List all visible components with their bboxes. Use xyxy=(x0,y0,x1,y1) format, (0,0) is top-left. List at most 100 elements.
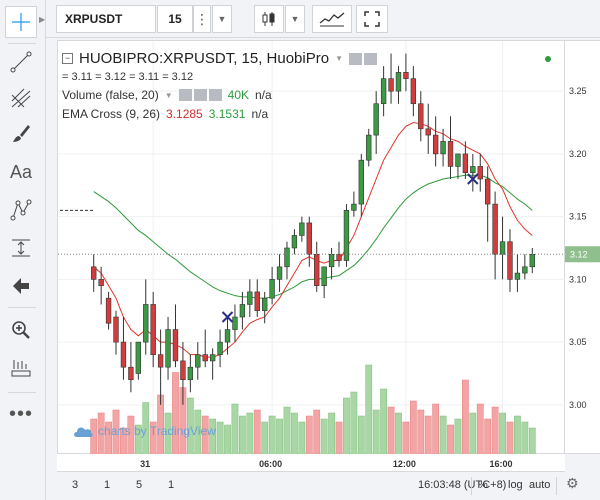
cursor-menu-arrow-icon[interactable]: ▶ xyxy=(39,15,46,24)
close-icon[interactable] xyxy=(208,89,222,101)
volume-bar xyxy=(372,409,380,455)
volume-bar xyxy=(246,412,254,455)
volume-bar xyxy=(469,412,477,455)
tradingview-watermark[interactable]: charts by TradingView xyxy=(72,424,216,438)
volume-bar xyxy=(105,421,112,455)
interval-more-icon[interactable]: ⋮ xyxy=(193,5,211,33)
time-axis[interactable]: 31 06:00 12:00 16:00 xyxy=(57,454,565,472)
settings-icon[interactable] xyxy=(193,89,207,101)
candle-body xyxy=(232,316,238,330)
candle-body xyxy=(358,159,364,205)
percent-toggle[interactable]: % xyxy=(478,479,488,491)
volume-bar xyxy=(291,412,298,455)
crosshair-tool[interactable] xyxy=(5,6,37,38)
zoom-in-tool[interactable] xyxy=(5,314,37,346)
measure-icon xyxy=(12,239,30,257)
series-menu-icon[interactable]: ▼ xyxy=(335,54,343,63)
candle-body xyxy=(395,72,402,92)
candle-body xyxy=(410,78,417,105)
series-actions[interactable] xyxy=(349,52,377,65)
collapse-legend-icon[interactable]: − xyxy=(62,53,73,64)
volume-bar xyxy=(402,421,410,455)
volume-bar xyxy=(395,412,402,455)
back-tool[interactable] xyxy=(5,270,37,302)
measure-bars-tool[interactable] xyxy=(5,352,37,384)
candle-body xyxy=(262,297,268,312)
pitchfork-tool[interactable] xyxy=(5,82,37,114)
brush-tool[interactable] xyxy=(5,118,37,150)
range-button[interactable]: 1 xyxy=(168,479,175,491)
fullscreen-icon xyxy=(364,11,380,27)
candle-body xyxy=(254,291,260,312)
volume-bar xyxy=(261,421,269,455)
text-tool[interactable]: Aa xyxy=(5,156,37,188)
candle-body xyxy=(447,141,454,167)
price-tick-label: 3.10 xyxy=(569,274,587,284)
volume-bar xyxy=(253,409,261,455)
time-tick-label: 06:00 xyxy=(259,459,283,469)
candle-body xyxy=(224,329,231,343)
volume-bar xyxy=(209,418,217,455)
candle-body xyxy=(432,134,439,155)
interval-button[interactable]: 15 xyxy=(157,5,193,33)
indicators-button[interactable] xyxy=(312,5,352,33)
candle-body xyxy=(180,360,186,381)
volume-bar xyxy=(491,406,499,455)
trend-line-tool[interactable] xyxy=(5,46,37,78)
candle-body xyxy=(455,153,461,167)
hide-icon[interactable] xyxy=(364,52,377,65)
candle-body xyxy=(291,235,298,249)
candle-body xyxy=(522,266,528,274)
fullscreen-button[interactable] xyxy=(356,5,388,33)
time-tick-label: 16:00 xyxy=(489,459,513,469)
candle-body xyxy=(195,354,201,368)
candle-body xyxy=(314,253,320,286)
measure-tool[interactable] xyxy=(5,232,37,264)
gear-icon[interactable]: ⚙ xyxy=(566,475,579,491)
log-toggle[interactable]: log xyxy=(508,479,523,491)
chart-legend: − HUOBIPRO:XRPUSDT, 15, HuobiPro ▼ = 3.1… xyxy=(62,50,377,121)
price-tick-label: 3.00 xyxy=(569,400,587,410)
volume-bar xyxy=(134,424,142,455)
auto-toggle[interactable]: auto xyxy=(529,479,551,491)
candle-body xyxy=(98,279,104,286)
eye-icon[interactable] xyxy=(178,89,192,101)
volume-bar xyxy=(447,424,454,455)
price-chart[interactable] xyxy=(58,41,566,455)
candle-body xyxy=(321,266,327,286)
volume-menu-icon[interactable]: ▼ xyxy=(164,90,173,100)
volume-actions[interactable] xyxy=(178,89,222,101)
pattern-icon xyxy=(10,199,32,221)
ohlc-values: = 3.11 = 3.12 = 3.11 = 3.12 xyxy=(62,71,194,83)
settings-icon[interactable] xyxy=(349,52,362,65)
price-axis[interactable]: 3.25 3.20 3.15 3.10 3.05 3.00 3.12 xyxy=(565,40,600,454)
candle-body xyxy=(328,253,335,268)
volume-label: Volume (false, 20) xyxy=(62,88,159,102)
range-button[interactable]: 1 xyxy=(104,479,111,491)
interval-dropdown-icon[interactable]: ▼ xyxy=(212,5,232,33)
candle-body xyxy=(276,266,283,280)
time-tick-label: 31 xyxy=(140,459,151,469)
chart-type-dropdown-icon[interactable]: ▼ xyxy=(285,5,305,33)
watermark-text: charts by TradingView xyxy=(98,424,216,438)
volume-value: 40K xyxy=(227,88,249,102)
volume-bar xyxy=(350,391,358,455)
range-button[interactable]: 5 xyxy=(136,479,143,491)
candles-icon xyxy=(262,12,275,26)
volume-bar xyxy=(335,421,343,455)
price-tick-label: 3.20 xyxy=(569,149,587,159)
more-tools-button[interactable]: ••• xyxy=(5,398,37,430)
candle-body xyxy=(499,241,506,255)
clock-display[interactable]: 16:03:48 (UTC+8) xyxy=(418,479,507,491)
volume-bar xyxy=(112,409,120,455)
symbol-search-input[interactable]: XRPUSDT xyxy=(56,5,156,33)
pattern-tool[interactable] xyxy=(5,194,37,226)
chart-type-button[interactable] xyxy=(254,5,284,33)
chart-pane[interactable] xyxy=(57,40,566,455)
candle-body xyxy=(462,153,469,174)
candle-body xyxy=(284,247,290,268)
range-button[interactable]: 3 xyxy=(72,479,79,491)
volume-bar xyxy=(380,388,387,455)
candle-body xyxy=(247,291,253,305)
candle-body xyxy=(209,354,216,362)
